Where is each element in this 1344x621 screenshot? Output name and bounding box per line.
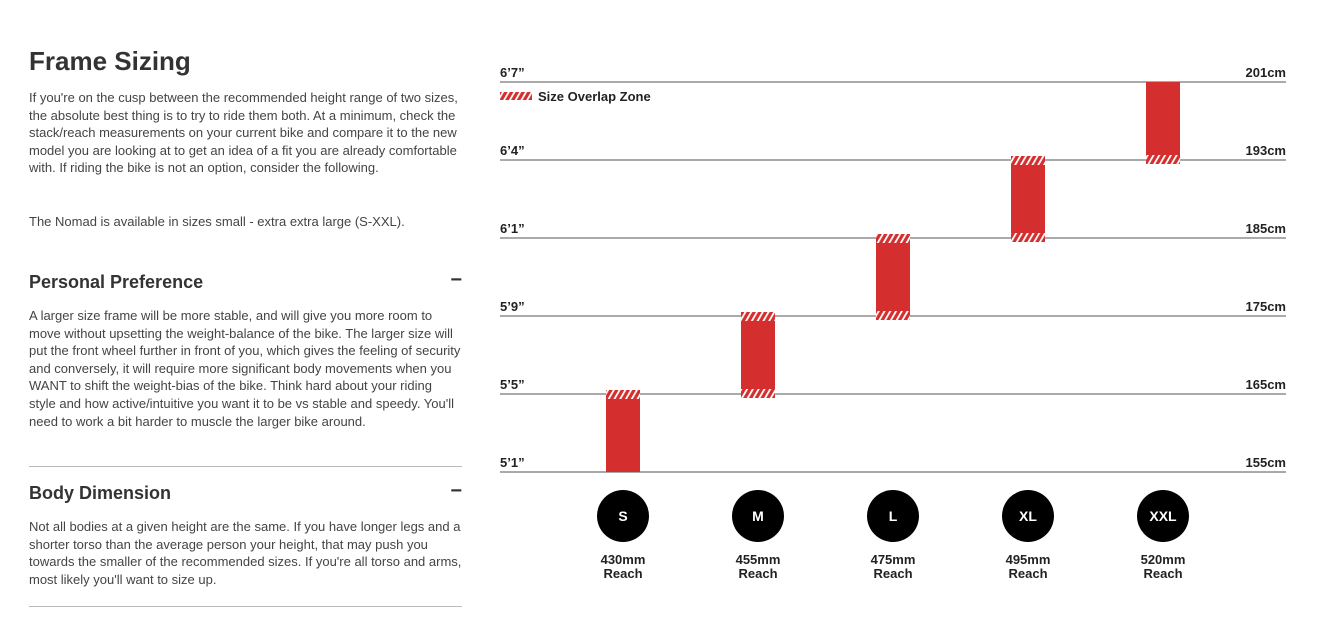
collapse-toggle[interactable]: − [450, 269, 462, 291]
overlap-zone [876, 234, 910, 243]
imperial-label: 5’5” [500, 377, 525, 392]
reach-label: Reach [873, 566, 912, 581]
intro-paragraph: The Nomad is available in sizes small - … [29, 214, 405, 229]
size-badge[interactable] [1137, 490, 1189, 542]
imperial-label: 5’1” [500, 455, 525, 470]
section-header[interactable]: Personal Preference − [29, 269, 462, 293]
size-bar [876, 234, 910, 320]
size-bar [1011, 156, 1045, 242]
section-heading: Body Dimension [29, 483, 172, 503]
page-title: Frame Sizing [29, 46, 191, 76]
overlap-zone [606, 390, 640, 399]
collapse-toggle[interactable]: − [450, 480, 462, 502]
section-heading: Personal Preference [29, 272, 204, 292]
reach-label: Reach [1008, 566, 1047, 581]
reach-label: Reach [603, 566, 642, 581]
size-name: M [752, 508, 764, 524]
metric-label: 175cm [1246, 299, 1286, 314]
size-name: XL [1019, 508, 1037, 524]
imperial-label: 6’4” [500, 143, 525, 158]
metric-label: 165cm [1246, 377, 1286, 392]
divider [29, 606, 462, 607]
legend-label: Size Overlap Zone [538, 89, 651, 104]
imperial-label: 6’7” [500, 65, 525, 80]
size-badge[interactable] [732, 490, 784, 542]
size-bar [606, 390, 640, 472]
size-bar [1146, 82, 1180, 164]
metric-label: 155cm [1246, 455, 1286, 470]
imperial-label: 5’9” [500, 299, 525, 314]
legend-swatch [500, 92, 532, 100]
overlap-zone [1011, 156, 1045, 165]
overlap-zone [741, 389, 775, 398]
reach-value: 430mm [601, 552, 646, 567]
size-badge[interactable] [1002, 490, 1054, 542]
size-bar [741, 312, 775, 398]
overlap-zone [1146, 155, 1180, 164]
reach-value: 520mm [1141, 552, 1186, 567]
section-header[interactable]: Body Dimension − [29, 480, 462, 504]
size-name: XXL [1149, 508, 1177, 524]
size-badge[interactable] [867, 490, 919, 542]
overlap-zone [741, 312, 775, 321]
metric-label: 185cm [1246, 221, 1286, 236]
section-text: A larger size frame will be more stable,… [29, 308, 461, 429]
reach-value: 495mm [1006, 552, 1051, 567]
overlap-zone [1011, 233, 1045, 242]
metric-label: 201cm [1246, 65, 1286, 80]
reach-value: 475mm [871, 552, 916, 567]
size-badge[interactable] [597, 490, 649, 542]
size-name: L [889, 508, 898, 524]
intro-paragraph: If you're on the cusp between the recomm… [29, 90, 458, 176]
metric-label: 193cm [1246, 143, 1286, 158]
reach-label: Reach [738, 566, 777, 581]
overlap-zone [876, 311, 910, 320]
size-chart: Size Overlap Zone 5’1” 155cm 5’5” 165cm 5’9”… [500, 65, 1286, 581]
reach-value: 455mm [736, 552, 781, 567]
reach-label: Reach [1143, 566, 1182, 581]
divider [29, 466, 462, 467]
section-text: Not all bodies at a given height are the… [29, 519, 462, 587]
size-name: S [618, 508, 627, 524]
imperial-label: 6’1” [500, 221, 525, 236]
